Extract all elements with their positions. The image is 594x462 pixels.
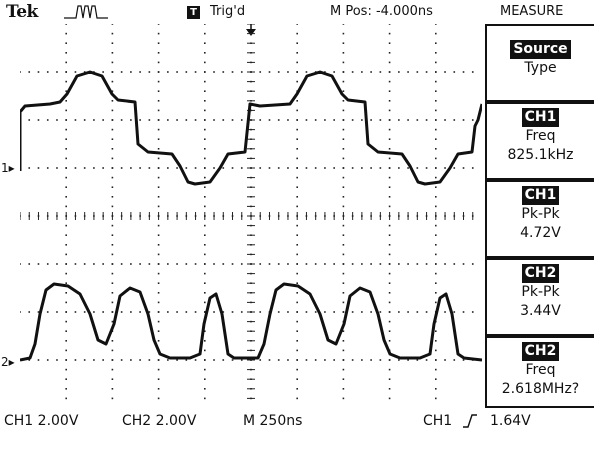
slot-1-value: 825.1kHz — [507, 147, 574, 163]
measure-slot-1[interactable]: CH1 Freq 825.1kHz — [485, 102, 594, 180]
slot-1-type: Freq — [525, 128, 556, 144]
slot-2-type: Pk-Pk — [521, 206, 560, 222]
menu-title: MEASURE — [500, 4, 564, 19]
slot-4-type: Freq — [525, 362, 556, 378]
slot-4-value: 2.618MHz? — [501, 381, 580, 397]
measure-menu: Source Type CH1 Freq 825.1kHz CH1 Pk-Pk … — [485, 24, 594, 408]
trigger-status: Trig'd — [210, 4, 246, 19]
grid-dots — [20, 24, 474, 400]
slot-3-type: Pk-Pk — [521, 284, 560, 300]
measure-slot-2[interactable]: CH1 Pk-Pk 4.72V — [485, 180, 594, 258]
trigger-position-icon — [246, 24, 256, 36]
graticule — [20, 24, 482, 400]
slot-2-value: 4.72V — [520, 225, 561, 241]
measure-slot-3[interactable]: CH2 Pk-Pk 3.44V — [485, 258, 594, 336]
ch1-trace — [20, 70, 482, 186]
type-label: Type — [524, 60, 557, 76]
main-position: M Pos: -4.000ns — [330, 4, 433, 19]
source-button[interactable]: Source — [510, 40, 571, 59]
ch2-marker-label: 2 — [1, 355, 9, 369]
trigger-badge: T — [187, 6, 200, 19]
trigger-level: 1.64V — [490, 413, 531, 429]
slot-4-source: CH2 — [521, 342, 560, 361]
run-pulse-icon — [64, 5, 108, 19]
trigger-source: CH1 — [423, 413, 453, 429]
measure-slot-4[interactable]: CH2 Freq 2.618MHz? — [485, 336, 594, 408]
timebase: M 250ns — [243, 413, 303, 429]
ch1-marker-label: 1 — [1, 161, 9, 175]
slot-3-source: CH2 — [521, 264, 560, 283]
slot-2-source: CH1 — [521, 186, 560, 205]
ch2-trace — [20, 282, 482, 362]
source-type-button[interactable]: Source Type — [485, 24, 594, 102]
rising-edge-icon — [463, 414, 477, 428]
ch2-ground-marker: 2▸ — [1, 355, 15, 369]
slot-3-value: 3.44V — [520, 303, 561, 319]
ch1-ground-marker: 1▸ — [1, 161, 15, 175]
ch1-scale: CH1 2.00V — [4, 413, 79, 429]
slot-1-source: CH1 — [521, 108, 560, 127]
ch2-scale: CH2 2.00V — [122, 413, 197, 429]
brand-logo: Tek — [6, 2, 38, 22]
